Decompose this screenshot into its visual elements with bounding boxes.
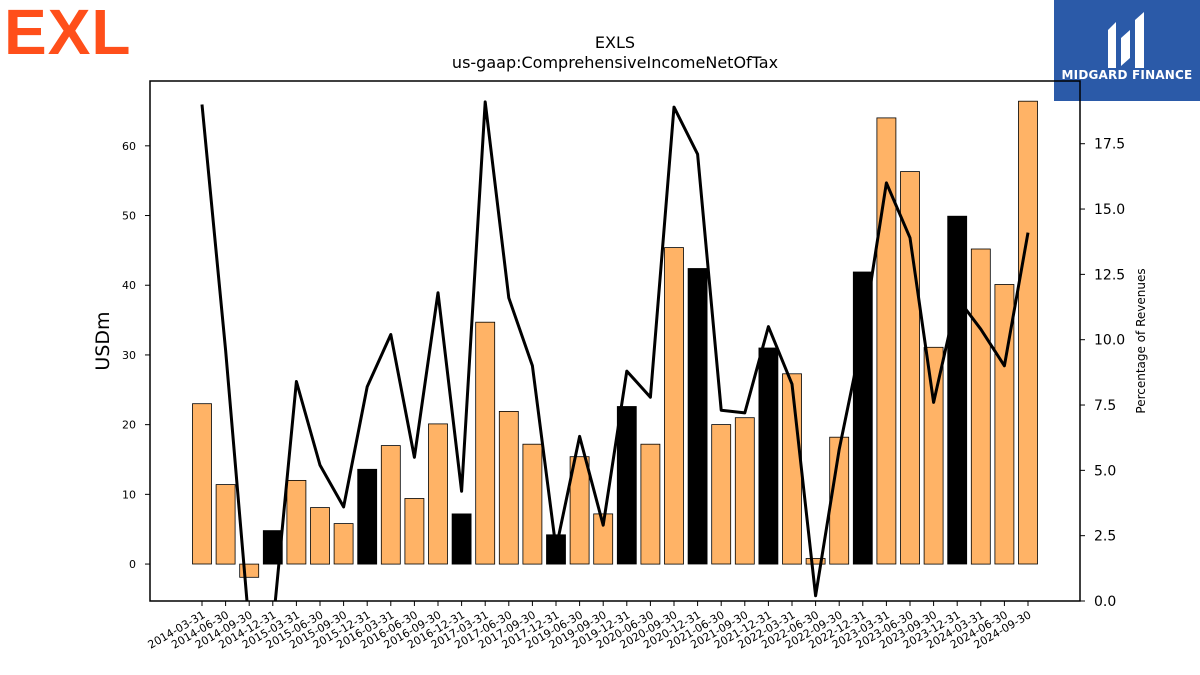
bar [333, 523, 354, 565]
y2-tick-label: 15.0 [1094, 202, 1125, 218]
bar [593, 513, 614, 565]
bar [192, 403, 212, 565]
bar [711, 424, 732, 565]
bar [357, 468, 378, 565]
bar [852, 271, 873, 565]
bar [876, 117, 897, 565]
y-tick-label: 10 [122, 488, 136, 501]
bar [310, 507, 330, 565]
y-tick-label: 40 [122, 279, 136, 292]
chart-subtitle: us-gaap:ComprehensiveIncomeNetOfTax [452, 53, 778, 72]
y2-tick-label: 5.0 [1094, 463, 1116, 479]
bar [262, 530, 283, 565]
bar [215, 484, 236, 565]
company-logo: EXL [4, 0, 132, 68]
bar [380, 445, 401, 565]
y2-axis-label: Percentage of Revenues [1134, 268, 1148, 413]
ratio-line [200, 100, 1030, 601]
bar [947, 215, 968, 565]
y-tick-label: 30 [122, 349, 136, 362]
bar [664, 247, 684, 565]
y2-tick-label: 2.5 [1094, 529, 1116, 545]
bar [758, 347, 779, 565]
bar [640, 443, 661, 565]
brand-logo-box: MIDGARD FINANCE [1054, 0, 1200, 101]
bar [475, 321, 496, 565]
bar [451, 513, 472, 565]
brand-name: MIDGARD FINANCE [1061, 68, 1193, 82]
bar [522, 443, 543, 565]
y2-tick-label: 17.5 [1094, 137, 1125, 153]
plot-frame [149, 80, 1081, 602]
y-tick-label: 0 [129, 558, 136, 571]
y-tick-label: 20 [122, 419, 136, 432]
y-axis-label: USDm [92, 311, 114, 370]
bar [734, 417, 755, 565]
y2-tick-label: 7.5 [1094, 398, 1116, 414]
bar [970, 248, 991, 565]
bar [923, 346, 944, 565]
bar [404, 498, 425, 565]
y2-tick-label: 12.5 [1094, 267, 1125, 283]
brand-mark-icon [1108, 12, 1144, 68]
bar [286, 479, 307, 565]
chart-title: EXLS [595, 33, 635, 52]
y2-tick-label: 10.0 [1094, 333, 1125, 349]
bar [569, 456, 590, 565]
bar [687, 268, 708, 565]
bar [428, 423, 448, 565]
bar [782, 373, 802, 565]
bar [900, 171, 920, 565]
y2-tick-label: 0.0 [1094, 594, 1116, 610]
y-tick-label: 50 [122, 210, 136, 223]
bar [805, 558, 826, 565]
bar [616, 406, 637, 565]
bar [498, 410, 519, 565]
bar [1018, 100, 1038, 565]
bar [994, 284, 1015, 565]
y-tick-label: 60 [122, 140, 136, 153]
